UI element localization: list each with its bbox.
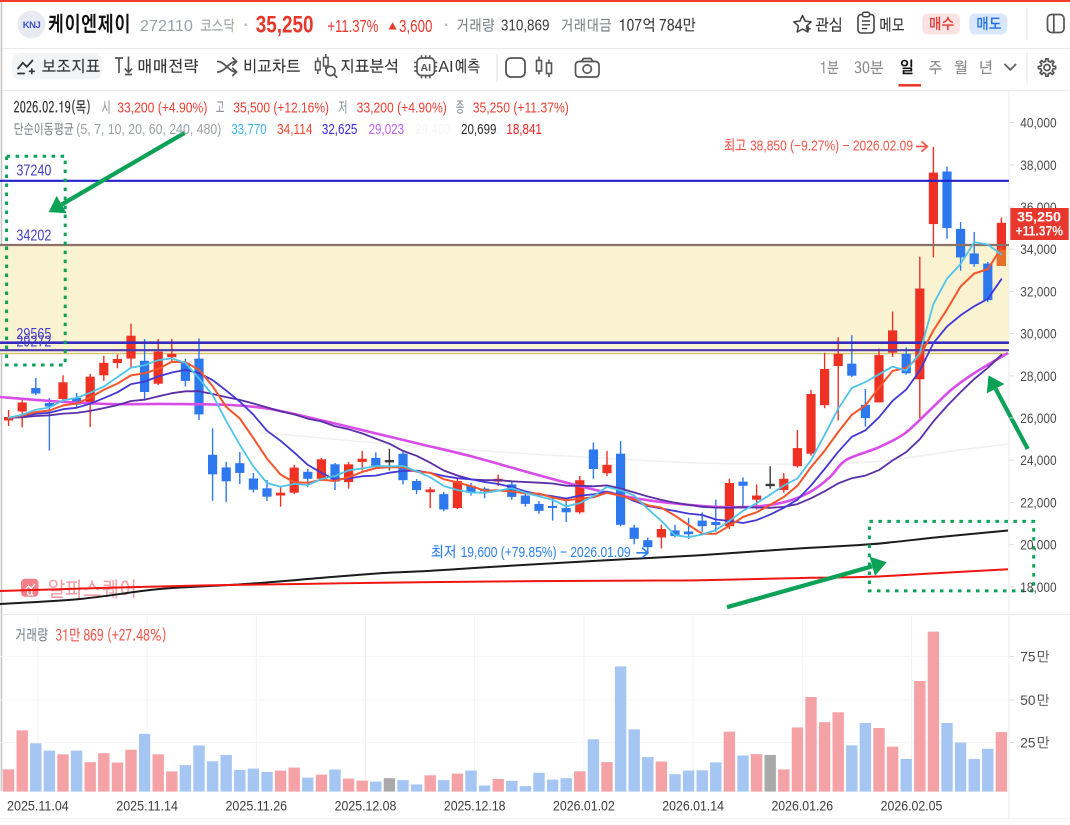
svg-text:18,841: 18,841 (506, 121, 542, 138)
svg-text:+11.37%: +11.37% (327, 16, 378, 36)
svg-text:30,000: 30,000 (1020, 326, 1056, 342)
svg-text:(5, 7, 10, 20, 60, 240, 480): (5, 7, 10, 20, 60, 240, 480) (76, 121, 221, 138)
svg-text:33,200 (+4.90%): 33,200 (+4.90%) (117, 99, 207, 116)
svg-text:35,500 (+12.16%): 35,500 (+12.16%) (233, 99, 329, 116)
svg-text:AI: AI (438, 59, 453, 76)
svg-text:2025.12.08: 2025.12.08 (335, 797, 397, 813)
svg-text:40,000: 40,000 (1020, 115, 1056, 131)
svg-text:2025.11.04: 2025.11.04 (7, 797, 69, 813)
svg-text:310,869: 310,869 (501, 18, 550, 35)
svg-text:20,000: 20,000 (1020, 537, 1056, 553)
svg-text:2026.01.26: 2026.01.26 (771, 797, 833, 813)
svg-text:38,850 (−9.27%) − 2026.02.09: 38,850 (−9.27%) − 2026.02.09 (750, 138, 913, 155)
svg-text:33,200 (+4.90%): 33,200 (+4.90%) (357, 99, 447, 116)
svg-text:2025.11.14: 2025.11.14 (116, 797, 178, 813)
svg-text:18,000: 18,000 (1020, 579, 1056, 595)
svg-text:75: 75 (1020, 649, 1035, 665)
svg-text:AI: AI (421, 62, 432, 74)
svg-text:26,000: 26,000 (1020, 410, 1056, 426)
svg-text:35,250 (+11.37%): 35,250 (+11.37%) (473, 99, 569, 116)
svg-text:32,000: 32,000 (1020, 283, 1056, 299)
svg-text:2025.11.26: 2025.11.26 (225, 797, 287, 813)
svg-text:20,699: 20,699 (461, 121, 497, 138)
svg-text:+11.37%: +11.37% (1016, 224, 1064, 239)
svg-text:50: 50 (1020, 692, 1035, 708)
svg-text:33,770: 33,770 (231, 121, 267, 138)
svg-text:2026.02.05: 2026.02.05 (881, 797, 943, 813)
svg-text:34202: 34202 (16, 227, 51, 244)
svg-text:29565: 29565 (16, 326, 51, 343)
svg-text:35,250: 35,250 (256, 12, 314, 39)
svg-text:24,000: 24,000 (1020, 452, 1056, 468)
svg-text:3,600: 3,600 (399, 16, 433, 36)
svg-text:19,600 (+79.85%) − 2026.01.09: 19,600 (+79.85%) − 2026.01.09 (461, 544, 631, 561)
svg-text:2026.01.14: 2026.01.14 (662, 797, 724, 813)
svg-text:29,403: 29,403 (415, 121, 451, 138)
svg-text:2026.01.02: 2026.01.02 (553, 797, 615, 813)
svg-text:29,023: 29,023 (369, 121, 405, 138)
svg-text:32,625: 32,625 (322, 121, 358, 138)
svg-text:·: · (244, 17, 249, 34)
svg-text:22,000: 22,000 (1020, 494, 1056, 510)
svg-text:28,000: 28,000 (1020, 368, 1056, 384)
svg-text:KNJ: KNJ (23, 20, 41, 31)
svg-text:29272: 29272 (16, 334, 51, 351)
svg-text:38,000: 38,000 (1020, 157, 1056, 173)
svg-text:·: · (444, 17, 449, 34)
svg-text:37240: 37240 (16, 163, 51, 180)
svg-text:34,000: 34,000 (1020, 241, 1056, 257)
svg-text:35,250: 35,250 (1017, 210, 1061, 225)
svg-text:25: 25 (1020, 735, 1035, 751)
svg-text:272110: 272110 (140, 18, 193, 35)
svg-text:2025.12.18: 2025.12.18 (444, 797, 506, 813)
svg-text:34,114: 34,114 (277, 121, 313, 138)
